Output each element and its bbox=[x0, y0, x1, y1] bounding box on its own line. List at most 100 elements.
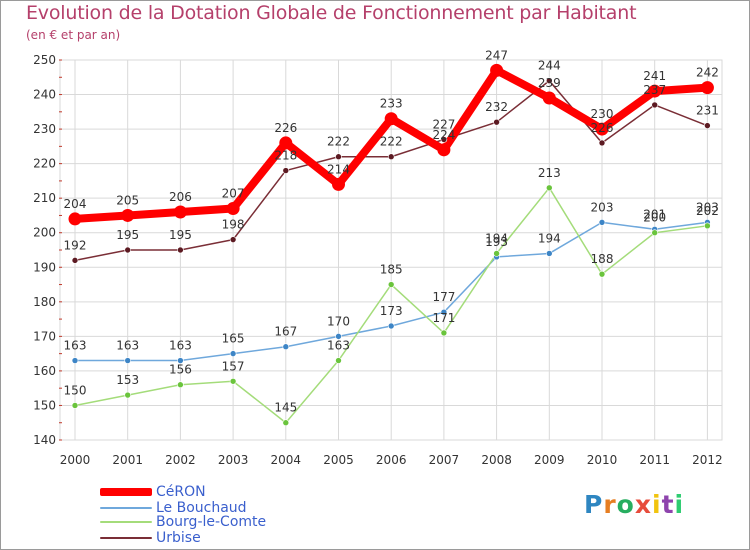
y-tick-label: 250 bbox=[33, 53, 56, 67]
chart-title: Evolution de la Dotation Globale de Fonc… bbox=[26, 2, 637, 24]
data-point-ceron-2002 bbox=[173, 205, 187, 219]
data-point-ceron-2005 bbox=[332, 177, 345, 191]
data-label-urbise-2007: 227 bbox=[432, 117, 455, 131]
data-label-urbise-2009: 244 bbox=[538, 59, 561, 73]
data-point-urbise-2011 bbox=[651, 101, 659, 109]
x-tick-label: 2007 bbox=[429, 453, 460, 467]
data-point-ceron-2007 bbox=[437, 143, 451, 157]
data-point-bourg-le-comte-2007 bbox=[440, 329, 448, 337]
data-label-bourg-le-comte-2011: 200 bbox=[643, 211, 666, 225]
data-label-urbise-2010: 226 bbox=[591, 121, 614, 135]
data-point-ceron-2012 bbox=[700, 81, 714, 95]
data-label-ceron-2011: 241 bbox=[643, 69, 666, 83]
legend-item-ceron: CéRON bbox=[100, 485, 206, 499]
x-tick-label: 2010 bbox=[587, 453, 618, 467]
x-tick-label: 2002 bbox=[165, 453, 196, 467]
logo-letter: o bbox=[616, 490, 635, 519]
data-point-le-bouchaud-2004 bbox=[282, 343, 290, 351]
x-tick-label: 2008 bbox=[481, 453, 512, 467]
data-label-urbise-2004: 218 bbox=[274, 149, 297, 163]
y-tick-label: 240 bbox=[33, 88, 56, 102]
data-label-bourg-le-comte-2000: 150 bbox=[64, 383, 87, 397]
data-label-ceron-2012: 242 bbox=[696, 66, 719, 80]
x-tick-label: 2000 bbox=[60, 453, 91, 467]
data-point-urbise-2005 bbox=[335, 153, 342, 161]
data-point-ceron-2011 bbox=[648, 84, 662, 98]
data-point-ceron-2004 bbox=[279, 136, 293, 150]
legend-label-ceron: CéRON bbox=[156, 484, 206, 500]
logo-letter: x bbox=[634, 490, 652, 519]
data-point-bourg-le-comte-2004 bbox=[282, 419, 290, 427]
data-label-urbise-2000: 192 bbox=[64, 238, 87, 252]
data-label-le-bouchaud-2012: 203 bbox=[696, 200, 719, 214]
data-label-urbise-2012: 231 bbox=[696, 104, 719, 118]
data-label-urbise-2003: 198 bbox=[222, 218, 245, 232]
x-tick-label: 2009 bbox=[534, 453, 565, 467]
data-label-ceron-2010: 230 bbox=[591, 107, 614, 121]
data-label-le-bouchaud-2001: 163 bbox=[116, 339, 139, 353]
data-label-le-bouchaud-2010: 203 bbox=[591, 200, 614, 214]
axes: 140 150 160 170 180 190 200 210 220 230 240 250 2000… bbox=[33, 53, 723, 467]
data-label-ceron-2001: 205 bbox=[116, 193, 139, 207]
data-point-ceron-2003 bbox=[226, 202, 240, 216]
data-label-le-bouchaud-2011: 201 bbox=[643, 207, 666, 221]
data-point-bourg-le-comte-2006 bbox=[387, 281, 395, 288]
y-tick-label: 140 bbox=[33, 433, 56, 447]
legend-label-bourg-le-comte: Bourg-le-Comte bbox=[156, 514, 267, 530]
legend-swatch-ceron bbox=[100, 488, 152, 496]
data-point-ceron-2000 bbox=[68, 212, 82, 226]
logo-letter: t bbox=[661, 490, 675, 519]
legend-label-urbise: Urbise bbox=[156, 530, 201, 546]
data-label-bourg-le-comte-2010: 188 bbox=[591, 252, 614, 266]
data-label-ceron-2009: 239 bbox=[538, 76, 561, 90]
logo-letter: i bbox=[674, 490, 685, 519]
legend-swatch-bourg-le-comte bbox=[100, 521, 152, 523]
data-point-bourg-le-comte-2010 bbox=[598, 270, 606, 278]
data-point-urbise-2001 bbox=[124, 246, 131, 254]
legend-label-le-bouchaud: Le Bouchaud bbox=[156, 500, 247, 516]
logo-letter: P bbox=[584, 490, 604, 519]
data-label-bourg-le-comte-2005: 163 bbox=[327, 339, 350, 353]
data-label-ceron-2004: 226 bbox=[274, 121, 297, 135]
data-label-le-bouchaud-2009: 194 bbox=[538, 231, 561, 245]
y-tick-label: 210 bbox=[33, 191, 56, 205]
legend-swatch-urbise bbox=[100, 537, 152, 539]
data-point-ceron-2010 bbox=[595, 122, 609, 136]
data-point-urbise-2006 bbox=[387, 153, 395, 161]
data-point-le-bouchaud-2006 bbox=[387, 322, 395, 330]
y-tick-label: 180 bbox=[33, 295, 56, 309]
data-label-ceron-2000: 204 bbox=[64, 197, 87, 211]
data-label-bourg-le-comte-2004: 145 bbox=[274, 401, 297, 415]
y-tick-label: 170 bbox=[33, 329, 56, 343]
data-label-ceron-2002: 206 bbox=[169, 190, 192, 204]
data-point-le-bouchaud-2007 bbox=[440, 308, 448, 316]
data-point-urbise-2003 bbox=[229, 236, 237, 243]
data-label-urbise-2008: 232 bbox=[485, 100, 508, 114]
data-point-urbise-2002 bbox=[177, 246, 184, 254]
data-label-bourg-le-comte-2012: 202 bbox=[696, 204, 719, 218]
data-point-urbise-2008 bbox=[493, 118, 500, 126]
data-label-bourg-le-comte-2006: 185 bbox=[380, 263, 403, 277]
data-point-bourg-le-comte-2011 bbox=[651, 229, 659, 237]
data-point-le-bouchaud-2003 bbox=[229, 350, 237, 357]
data-point-urbise-2009 bbox=[545, 77, 553, 85]
data-point-bourg-le-comte-2012 bbox=[704, 222, 711, 230]
data-label-le-bouchaud-2000: 163 bbox=[64, 339, 87, 353]
data-label-le-bouchaud-2006: 173 bbox=[380, 304, 403, 318]
data-point-urbise-2012 bbox=[704, 122, 711, 129]
data-point-ceron-2009 bbox=[542, 91, 556, 105]
data-label-ceron-2003: 207 bbox=[222, 187, 245, 201]
x-tick-label: 2001 bbox=[112, 453, 143, 467]
data-label-bourg-le-comte-2003: 157 bbox=[222, 359, 245, 373]
data-label-ceron-2006: 233 bbox=[380, 97, 403, 111]
data-label-le-bouchaud-2004: 167 bbox=[274, 325, 297, 339]
data-label-le-bouchaud-2003: 165 bbox=[222, 332, 245, 346]
data-point-bourg-le-comte-2008 bbox=[493, 250, 500, 257]
x-tick-label: 2012 bbox=[692, 453, 723, 467]
data-label-bourg-le-comte-2001: 153 bbox=[116, 373, 139, 387]
data-point-urbise-2010 bbox=[598, 139, 606, 147]
data-point-ceron-2006 bbox=[384, 112, 398, 126]
